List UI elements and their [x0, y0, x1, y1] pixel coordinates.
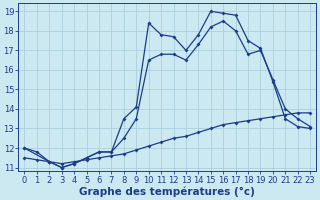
X-axis label: Graphe des températures (°c): Graphe des températures (°c)	[79, 186, 255, 197]
